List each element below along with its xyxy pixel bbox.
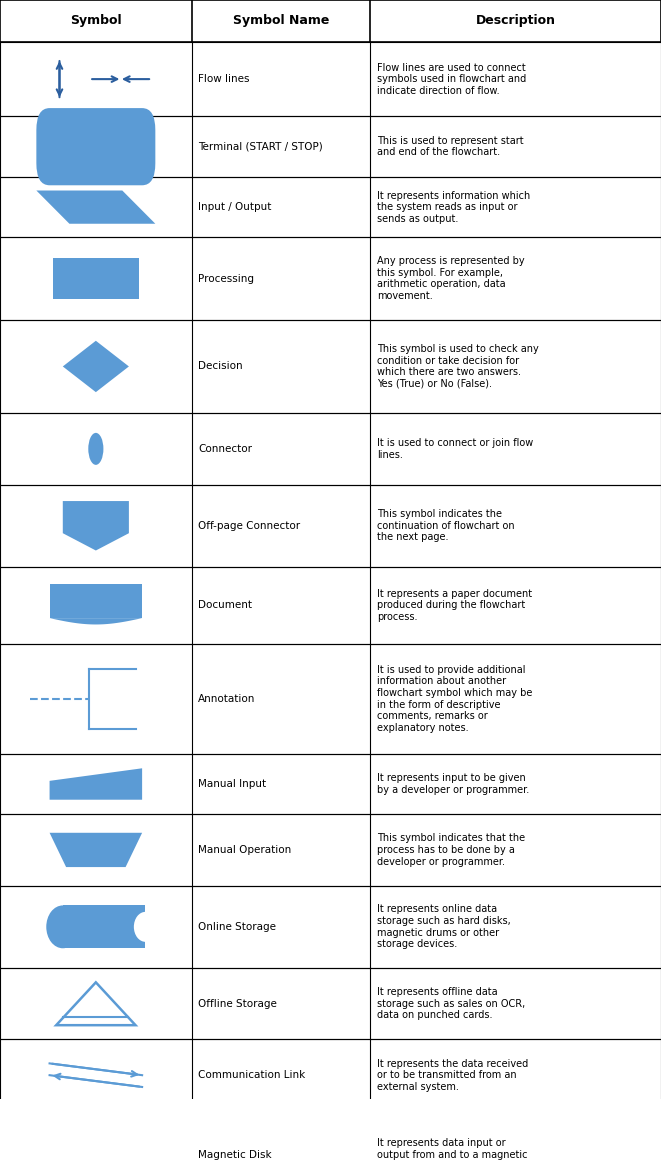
Polygon shape	[50, 618, 142, 625]
FancyBboxPatch shape	[36, 108, 155, 186]
Polygon shape	[63, 502, 129, 550]
Bar	[0, 237, 661, 319]
Bar	[50, 584, 142, 618]
Text: It represents offline data
storage such as sales on OCR,
data on punched cards.: It represents offline data storage such …	[377, 987, 525, 1021]
Text: Off-page Connector: Off-page Connector	[198, 521, 301, 531]
Text: Document: Document	[198, 600, 253, 611]
Text: It represents a paper document
produced during the flowchart
process.: It represents a paper document produced …	[377, 589, 532, 622]
Text: It is used to connect or join flow
lines.: It is used to connect or join flow lines…	[377, 438, 533, 460]
Text: Input / Output: Input / Output	[198, 202, 272, 212]
Text: Offline Storage: Offline Storage	[198, 998, 277, 1009]
Bar	[0, 484, 661, 567]
Ellipse shape	[46, 906, 79, 949]
Text: This is used to represent start
and end of the flowchart.: This is used to represent start and end …	[377, 136, 524, 158]
Text: It represents information which
the system reads as input or
sends as output.: It represents information which the syst…	[377, 190, 530, 224]
Bar	[0, 644, 661, 753]
Text: Online Storage: Online Storage	[198, 922, 276, 932]
Text: It represents the data received
or to be transmitted from an
external system.: It represents the data received or to be…	[377, 1059, 528, 1091]
Text: Terminal (START / STOP): Terminal (START / STOP)	[198, 142, 323, 152]
Text: Any process is represented by
this symbol. For example,
arithmetic operation, da: Any process is represented by this symbo…	[377, 257, 524, 301]
Text: It represents input to be given
by a developer or programmer.: It represents input to be given by a dev…	[377, 773, 529, 795]
Bar	[0, 814, 661, 886]
Bar	[0, 116, 661, 176]
Bar	[0, 753, 661, 814]
Bar	[0, 413, 661, 484]
Text: It is used to provide additional
information about another
flowchart symbol whic: It is used to provide additional informa…	[377, 665, 532, 733]
Polygon shape	[63, 341, 129, 392]
Bar	[0, 1111, 661, 1161]
Ellipse shape	[63, 1130, 129, 1142]
Text: Flow lines are used to connect
symbols used in flowchart and
indicate direction : Flow lines are used to connect symbols u…	[377, 63, 526, 95]
Text: Symbol: Symbol	[70, 14, 122, 28]
Ellipse shape	[134, 911, 157, 942]
Bar	[0, 886, 661, 968]
Text: Symbol Name: Symbol Name	[233, 14, 329, 28]
Text: Manual Operation: Manual Operation	[198, 845, 292, 854]
Text: It represents online data
storage such as hard disks,
magnetic drums or other
st: It represents online data storage such a…	[377, 904, 510, 950]
Bar	[0, 1039, 661, 1111]
Text: Processing: Processing	[198, 274, 254, 283]
Text: Connector: Connector	[198, 444, 253, 454]
Text: Decision: Decision	[198, 361, 243, 372]
Ellipse shape	[89, 433, 103, 464]
Text: It represents data input or
output from and to a magnetic
disk.: It represents data input or output from …	[377, 1138, 527, 1161]
Bar	[0, 0, 661, 42]
Bar	[0, 176, 661, 237]
Text: Annotation: Annotation	[198, 694, 256, 704]
Bar	[0, 968, 661, 1039]
Polygon shape	[36, 190, 155, 224]
Text: Manual Input: Manual Input	[198, 779, 266, 789]
Text: This symbol indicates that the
process has to be done by a
developer or programm: This symbol indicates that the process h…	[377, 834, 525, 866]
Text: Flow lines: Flow lines	[198, 74, 250, 84]
Text: This symbol indicates the
continuation of flowchart on
the next page.: This symbol indicates the continuation o…	[377, 510, 514, 542]
Polygon shape	[50, 769, 142, 800]
Bar	[63, 906, 145, 949]
Bar	[63, 1137, 129, 1161]
Text: Magnetic Disk: Magnetic Disk	[198, 1149, 272, 1160]
Text: Description: Description	[475, 14, 556, 28]
Text: Communication Link: Communication Link	[198, 1070, 305, 1080]
Bar	[0, 42, 661, 116]
Polygon shape	[50, 832, 142, 867]
Bar	[0, 567, 661, 644]
Text: This symbol is used to check any
condition or take decision for
which there are : This symbol is used to check any conditi…	[377, 344, 539, 389]
Bar	[53, 258, 139, 300]
Bar	[0, 319, 661, 413]
